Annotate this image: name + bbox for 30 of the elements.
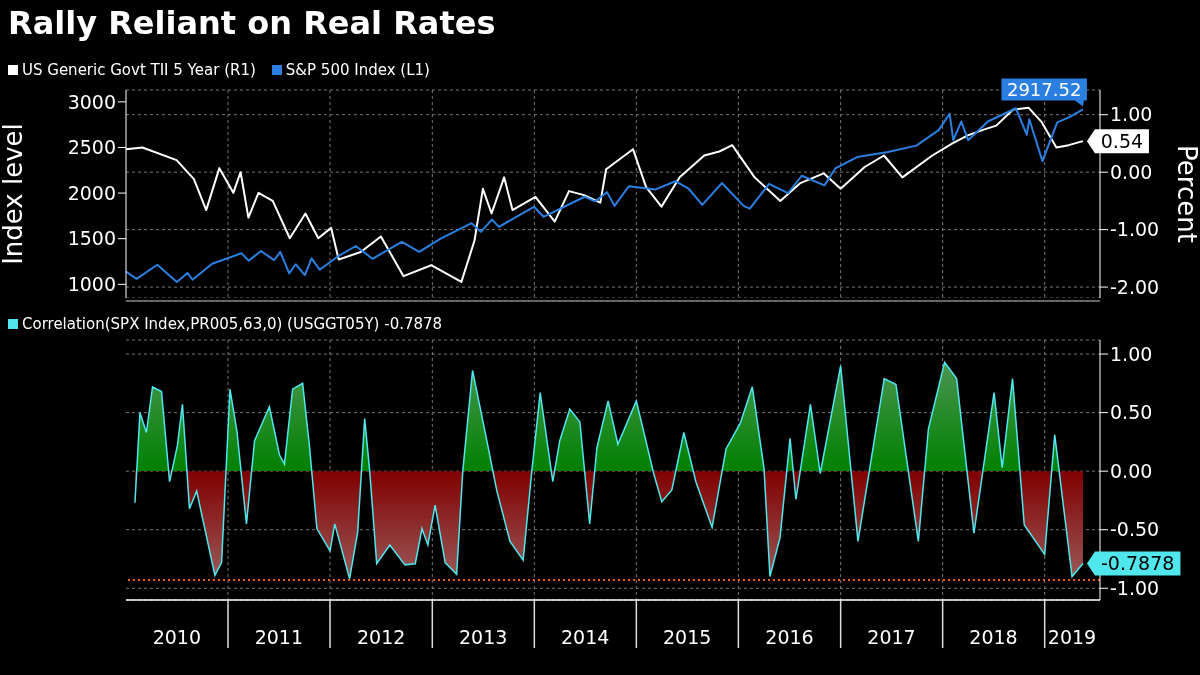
chart-title: Rally Reliant on Real Rates — [8, 4, 496, 42]
x-tick-label: 2012 — [356, 626, 406, 648]
y2-axis-title: Percent — [1172, 145, 1200, 243]
y-tick-label: 2000 — [67, 181, 116, 204]
x-tick-label: 2013 — [459, 626, 508, 648]
x-tick-label: 2010 — [152, 626, 202, 648]
x-tick-label: 2017 — [867, 626, 916, 648]
x-tick-label: 2014 — [561, 626, 610, 648]
legend-label: Correlation(SPX Index,PR005,63,0) (USGGT05Y) -0.7878 — [22, 315, 443, 333]
y2-tick-label: -2.00 — [1110, 275, 1160, 298]
data-label: 0.54 — [1100, 130, 1144, 153]
y-tick-label: 1500 — [67, 227, 116, 250]
y-tick-label: 3000 — [67, 90, 116, 113]
legend-label: US Generic Govt TII 5 Year (R1) — [22, 61, 256, 79]
y-axis-title: Index level — [0, 123, 28, 265]
x-tick-label: 2016 — [765, 626, 814, 648]
x-tick-label: 2011 — [254, 626, 304, 648]
y-tick-label: 1000 — [67, 273, 116, 296]
x-tick-label: 2019 — [1047, 626, 1097, 648]
x-tick-label: 2018 — [969, 626, 1018, 648]
y-tick-label: 1.00 — [1110, 342, 1153, 365]
data-label: 2917.52 — [1006, 79, 1082, 101]
x-tick-label: 2015 — [663, 626, 712, 648]
y-tick-label: -1.00 — [1110, 577, 1160, 600]
data-label: -0.7878 — [1101, 552, 1175, 575]
y-tick-label: 0.50 — [1110, 401, 1153, 424]
y-tick-label: -0.50 — [1110, 518, 1160, 541]
y-tick-label: 2500 — [67, 136, 116, 159]
y-tick-label: 0.00 — [1110, 459, 1153, 482]
legend-label: S&P 500 Index (L1) — [285, 61, 430, 79]
